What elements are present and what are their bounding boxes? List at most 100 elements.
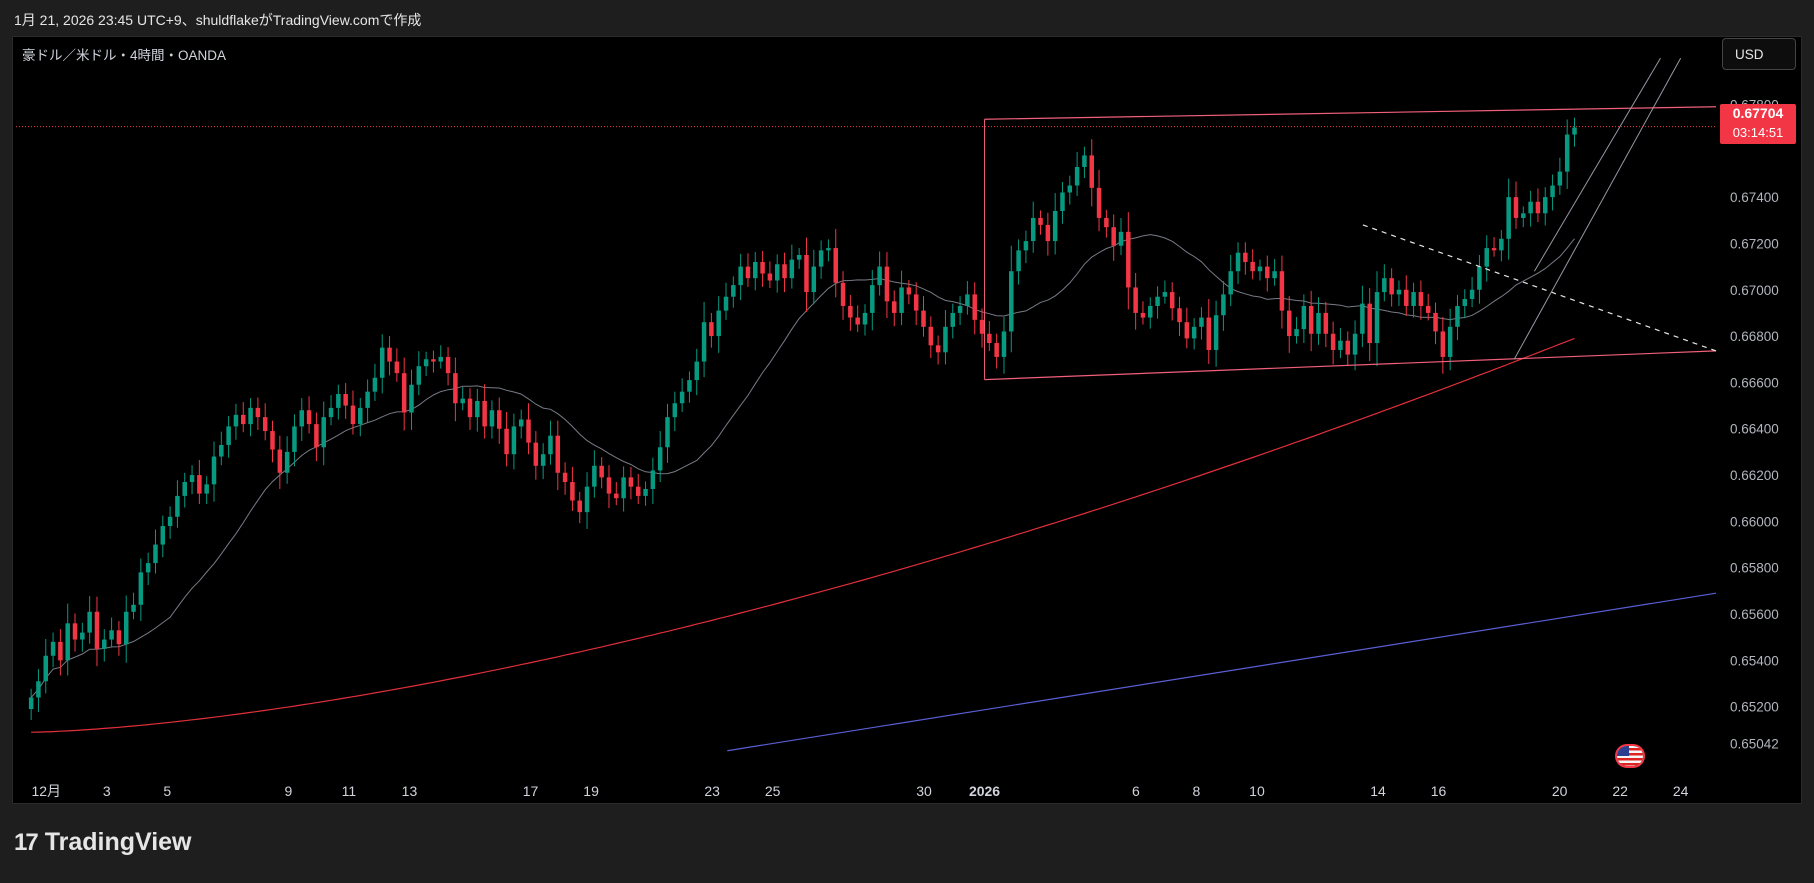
candle-body: [1550, 185, 1555, 198]
candle-body: [621, 477, 626, 499]
candles: [28, 117, 1577, 721]
candle-body: [1360, 303, 1365, 334]
candle-body: [306, 410, 312, 425]
snapshot-caption: 1月 21, 2026 23:45 UTC+9、shuldflakeがTradi…: [14, 12, 422, 28]
candle-body: [592, 465, 597, 487]
candle-body: [445, 356, 451, 374]
candle-body: [299, 410, 305, 427]
candle-body: [679, 391, 685, 404]
candle-body: [28, 697, 34, 710]
candle-body: [687, 380, 692, 392]
candle-body: [533, 442, 539, 466]
candle-body: [131, 604, 136, 612]
candle-body: [1455, 305, 1460, 327]
candle-body: [379, 347, 385, 378]
candle-body: [1221, 294, 1226, 316]
price-axis: 0.678000.674000.672000.670000.668000.666…: [1730, 97, 1779, 751]
rising-channel-upper: [1533, 57, 1661, 272]
candle-body: [826, 248, 831, 251]
candle-body: [577, 500, 582, 513]
candle-body: [43, 655, 49, 682]
candle-body: [153, 544, 158, 564]
candle-body: [562, 472, 568, 483]
time-tick-label: 9: [285, 783, 293, 799]
descending-dashed-trendline: [1362, 224, 1717, 352]
symbol-title[interactable]: 豪ドル／米ドル・4時間・OANDA: [22, 48, 227, 63]
candle-body: [701, 322, 707, 362]
price-tick-label: 0.65600: [1730, 607, 1779, 622]
candle-body: [1557, 171, 1563, 186]
candle-body: [336, 393, 341, 408]
time-tick-label: 8: [1193, 783, 1201, 799]
candle-body: [972, 294, 977, 320]
candle-body: [160, 526, 166, 545]
candle-body: [460, 398, 465, 404]
candle-body: [767, 273, 773, 281]
price-tick-label: 0.67200: [1730, 236, 1779, 251]
candle-body: [1330, 333, 1336, 350]
candle-body: [1389, 278, 1394, 295]
candle-body: [1345, 340, 1351, 355]
us-flag-event-icon[interactable]: [1615, 744, 1645, 768]
candle-body: [453, 373, 458, 404]
candle-body: [1316, 312, 1321, 334]
candle-body: [913, 294, 919, 311]
candle-body: [314, 424, 319, 448]
candle-body: [87, 611, 92, 633]
candle-body: [1286, 310, 1292, 337]
candle-body: [1257, 266, 1263, 272]
tradingview-mark-icon: 17: [14, 828, 39, 856]
snapshot-header: 1月 21, 2026 23:45 UTC+9、shuldflakeがTradi…: [0, 0, 1814, 36]
candle-body: [1425, 305, 1431, 313]
candle-body: [1111, 227, 1116, 246]
candle-body: [270, 431, 275, 450]
price-tick-label: 0.67400: [1730, 190, 1779, 205]
candle-body: [1382, 278, 1387, 293]
candle-body: [833, 248, 838, 283]
candle-body: [1118, 231, 1124, 246]
candle-body: [950, 312, 956, 327]
tradingview-logo[interactable]: 17 TradingView: [14, 828, 192, 857]
candle-body: [643, 488, 648, 496]
candle-body: [1001, 331, 1007, 357]
candle-body: [1323, 312, 1329, 334]
candle-body: [665, 417, 670, 448]
candle-body: [504, 428, 509, 455]
candle-body: [518, 419, 524, 427]
price-tick-label: 0.67000: [1730, 283, 1779, 298]
time-tick-label: 20: [1552, 783, 1568, 799]
candle-body: [884, 266, 890, 302]
candle-body: [994, 343, 999, 357]
candle-body: [497, 410, 502, 429]
candle-body: [782, 264, 787, 279]
candle-body: [1177, 308, 1182, 323]
currency-button[interactable]: USD: [1722, 38, 1796, 70]
candle-body: [1528, 201, 1533, 214]
moving-average-slow-line: [31, 337, 1575, 733]
candle-body: [1082, 155, 1087, 167]
price-tick-label: 0.65200: [1730, 700, 1779, 715]
time-tick-label: 5: [163, 783, 171, 799]
candle-body: [1096, 187, 1102, 218]
candle-body: [321, 417, 326, 448]
candle-body: [650, 470, 656, 489]
candle-body: [387, 347, 392, 362]
candle-body: [731, 285, 736, 297]
candle-body: [123, 611, 129, 645]
candle-body: [1352, 333, 1358, 355]
candle-body: [1162, 292, 1168, 297]
candle-body: [138, 572, 144, 605]
price-tick-label: 0.65400: [1730, 653, 1779, 668]
time-tick-label: 16: [1431, 783, 1447, 799]
candle-body: [570, 482, 575, 501]
candle-body: [65, 623, 70, 661]
candle-body: [1477, 266, 1482, 290]
candle-body: [1272, 271, 1277, 279]
time-tick-label: 2026: [969, 783, 1000, 799]
candle-body: [1308, 305, 1314, 334]
candle-body: [862, 312, 868, 325]
candle-body: [1374, 292, 1380, 344]
candle-body: [80, 632, 85, 640]
candle-body: [1499, 238, 1504, 251]
